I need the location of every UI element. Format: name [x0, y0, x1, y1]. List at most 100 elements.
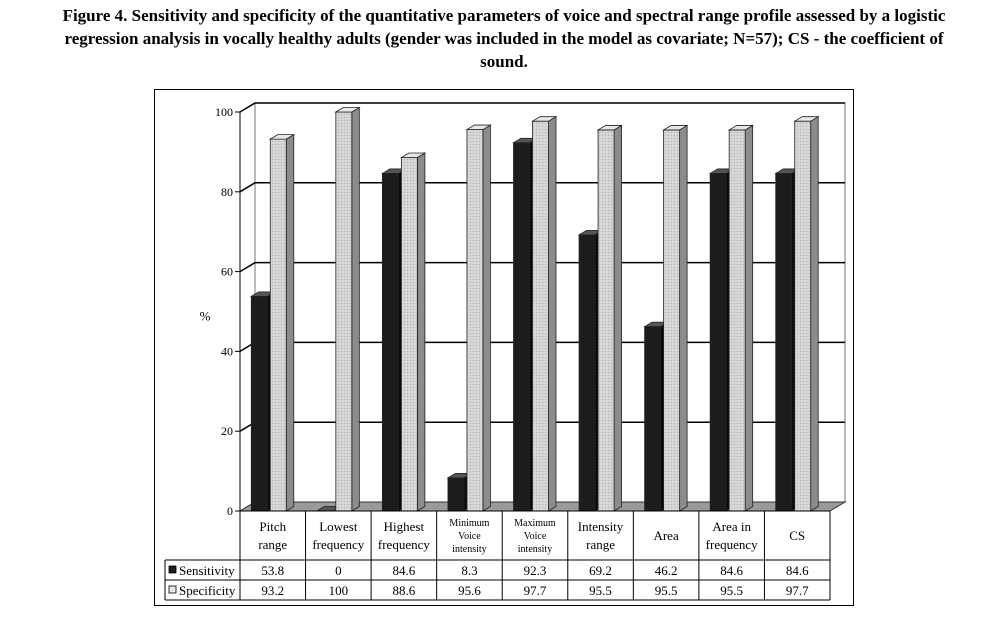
specificity-bar [399, 152, 427, 512]
y-tick-label: 100 [215, 105, 233, 119]
specificity-bar-top [531, 116, 558, 122]
category-label: range [258, 537, 287, 552]
specificity-bar-front [532, 120, 549, 512]
category-label: intensity [518, 544, 552, 555]
data-label: 95.5 [655, 583, 678, 598]
specificity-bar-top [334, 107, 361, 113]
legend-key [168, 585, 177, 594]
specificity-bar-front [269, 138, 287, 512]
legend-entry: Sensitivity [179, 563, 235, 578]
figure-caption: Figure 4. Sensitivity and specificity of… [0, 4, 1008, 73]
specificity-bar-front [794, 120, 812, 512]
specificity-bar [334, 106, 361, 512]
specificity-bar [465, 124, 492, 512]
caption-line-1: Figure 4. Sensitivity and specificity of… [62, 6, 946, 25]
category-label: frequency [378, 537, 430, 552]
specificity-bar-top [268, 134, 296, 140]
data-label: 8.3 [461, 563, 477, 578]
data-label: 88.6 [393, 583, 416, 598]
chart-frame: 0 20 40 60 80 100% Pitch range Lowest frequency H… [154, 89, 854, 606]
y-tick-label: 60 [221, 265, 233, 279]
sensitivity-bar-front [447, 477, 465, 512]
gridline [239, 182, 845, 193]
specificity-bar-front [597, 129, 615, 512]
sensitivity-bar-front [250, 295, 268, 512]
specificity-bar-top [465, 124, 492, 130]
legend-key [168, 565, 177, 574]
gridline [239, 261, 845, 273]
category-label: frequency [312, 537, 364, 552]
y-axis-label: % [200, 309, 211, 324]
specificity-bar [531, 115, 558, 512]
specificity-bar-front [335, 111, 353, 512]
category-label: Lowest [319, 519, 358, 534]
sensitivity-bar-front [644, 326, 662, 512]
sensitivity-bar-front [775, 173, 793, 512]
specificity-bar-front [728, 129, 746, 512]
specificity-bar-side [351, 106, 360, 512]
specificity-bar [793, 115, 820, 512]
specificity-bar-top [399, 152, 427, 158]
legend-entry: Specificity [179, 583, 236, 598]
data-label: 84.6 [393, 563, 416, 578]
specificity-bar-top [793, 116, 820, 122]
specificity-bar [268, 133, 296, 512]
specificity-bar-front [663, 129, 681, 512]
sensitivity-bar-front [709, 173, 727, 512]
category-label: Intensity [578, 519, 624, 534]
data-label: 69.2 [589, 563, 612, 578]
data-label: 84.6 [786, 563, 809, 578]
category-label: CS [789, 528, 805, 543]
data-label: 93.2 [261, 583, 284, 598]
data-label: 97.7 [524, 583, 547, 598]
sensitivity-bar-front [513, 142, 530, 512]
specificity-bar-top [596, 125, 623, 131]
gridline [239, 102, 845, 113]
specificity-bar-side [744, 124, 754, 512]
category-label: Area in [712, 519, 751, 534]
category-label: Area [653, 528, 678, 543]
category-label: Minimum [449, 518, 489, 529]
data-label: 92.3 [524, 563, 547, 578]
specificity-bar-side [810, 115, 819, 512]
y-tick-label: 40 [221, 344, 233, 358]
specificity-bar-side [679, 124, 688, 512]
specificity-bar-front [400, 157, 418, 512]
caption-line-2: regression analysis in vocally healthy a… [64, 29, 944, 48]
y-tick-label: 80 [221, 185, 233, 199]
specificity-bar-front [466, 129, 484, 512]
data-label: 95.6 [458, 583, 481, 598]
y-tick-label: 20 [221, 424, 233, 438]
category-label: Voice [458, 531, 481, 542]
specificity-bar-side [482, 124, 491, 512]
data-label: 97.7 [786, 583, 809, 598]
sensitivity-bar-front [578, 234, 596, 512]
specificity-bar [596, 124, 623, 512]
data-label: 95.5 [589, 583, 612, 598]
specificity-bar [727, 124, 755, 512]
specificity-bar [662, 124, 689, 512]
specificity-bar-side [416, 152, 426, 512]
data-label: 100 [329, 583, 349, 598]
bar-chart: 0 20 40 60 80 100% Pitch range Lowest frequency H… [164, 102, 847, 601]
category-label: Highest [384, 519, 425, 534]
specificity-bar-side [613, 124, 622, 512]
category-label: intensity [452, 544, 486, 555]
data-label: 84.6 [720, 563, 743, 578]
data-label: 46.2 [655, 563, 678, 578]
specificity-bar-top [727, 125, 755, 131]
specificity-bar-top [662, 125, 689, 131]
data-label: 0 [335, 563, 342, 578]
y-tick-label: 0 [227, 504, 233, 518]
category-label: frequency [706, 537, 758, 552]
sensitivity-bar-front [381, 173, 399, 512]
specificity-bar-side [548, 115, 557, 512]
data-label: 95.5 [720, 583, 743, 598]
category-label: Pitch [259, 519, 286, 534]
caption-line-3: sound. [480, 52, 528, 71]
specificity-bar-side [285, 133, 295, 512]
data-label: 53.8 [261, 563, 284, 578]
category-label: range [586, 537, 615, 552]
category-label: Voice [524, 531, 547, 542]
category-label: Maximum [514, 518, 556, 529]
